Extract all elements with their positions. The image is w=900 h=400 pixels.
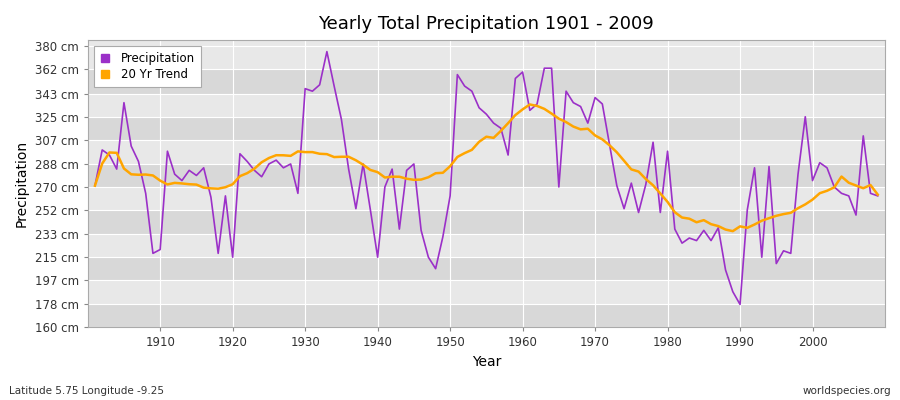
Precipitation — [518, 70, 528, 74]
Bar — [87, 94, 885, 117]
20 Yr Trend — [727, 229, 738, 234]
Bar — [87, 304, 885, 328]
Bar — [87, 117, 885, 140]
20 Yr Trend — [518, 107, 528, 112]
20 Yr Trend — [148, 173, 158, 178]
20 Yr Trend — [90, 183, 101, 188]
20 Yr Trend — [307, 150, 318, 154]
Precipitation — [734, 302, 745, 307]
Precipitation — [307, 89, 318, 94]
20 Yr Trend — [611, 150, 622, 155]
Precipitation — [321, 49, 332, 54]
20 Yr Trend — [525, 102, 535, 107]
20 Yr Trend — [872, 192, 883, 197]
20 Yr Trend — [510, 113, 521, 118]
Text: worldspecies.org: worldspecies.org — [803, 386, 891, 396]
Y-axis label: Precipitation: Precipitation — [15, 140, 29, 227]
Title: Yearly Total Precipitation 1901 - 2009: Yearly Total Precipitation 1901 - 2009 — [319, 15, 654, 33]
Precipitation — [148, 251, 158, 256]
Bar — [87, 257, 885, 280]
Line: 20 Yr Trend: 20 Yr Trend — [95, 104, 878, 231]
Precipitation — [611, 183, 622, 188]
Legend: Precipitation, 20 Yr Trend: Precipitation, 20 Yr Trend — [94, 46, 201, 87]
Bar — [87, 187, 885, 210]
Line: Precipitation: Precipitation — [95, 52, 878, 304]
Precipitation — [872, 194, 883, 198]
Bar — [87, 140, 885, 164]
20 Yr Trend — [350, 158, 361, 163]
X-axis label: Year: Year — [472, 355, 501, 369]
Bar — [87, 280, 885, 304]
Bar — [87, 210, 885, 234]
Bar — [87, 46, 885, 70]
Precipitation — [90, 183, 101, 188]
Bar — [87, 234, 885, 257]
Bar — [87, 164, 885, 187]
Text: Latitude 5.75 Longitude -9.25: Latitude 5.75 Longitude -9.25 — [9, 386, 164, 396]
Precipitation — [525, 108, 535, 113]
Precipitation — [357, 162, 368, 166]
Bar — [87, 70, 885, 94]
